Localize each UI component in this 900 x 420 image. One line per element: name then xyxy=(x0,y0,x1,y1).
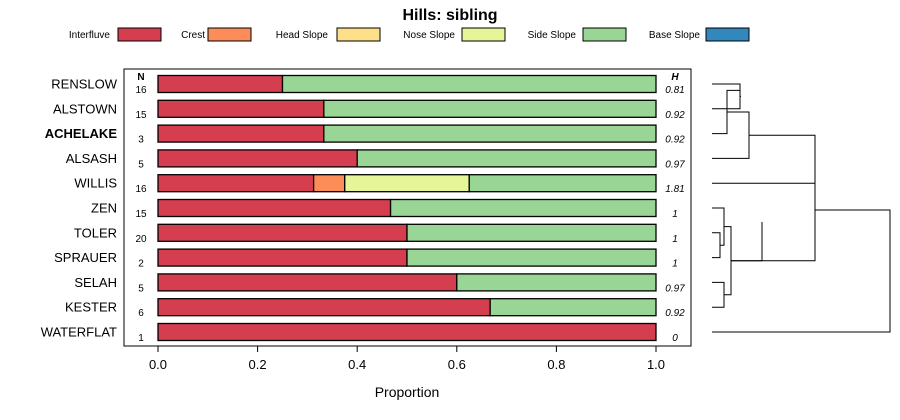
bar-segment xyxy=(468,174,657,193)
dendrogram-branch xyxy=(712,111,750,159)
bar-segment xyxy=(157,248,408,267)
row-n: 16 xyxy=(135,85,147,96)
dendrogram xyxy=(712,83,891,333)
legend: Interfluve Crest Head Slope Nose Slope Side … xyxy=(69,27,750,42)
dendrogram-branch xyxy=(724,226,732,296)
x-tick-label: 1.0 xyxy=(647,357,665,372)
x-tick-label: 0.2 xyxy=(249,357,267,372)
x-tick-label: 0.6 xyxy=(448,357,466,372)
row-n: 15 xyxy=(135,110,147,121)
bar-segment xyxy=(157,74,284,94)
legend-swatch xyxy=(117,27,162,42)
row-label: TOLER xyxy=(74,225,117,240)
row-label: SELAH xyxy=(74,275,117,290)
bar-segment xyxy=(456,273,657,292)
bar-segment xyxy=(356,149,657,168)
bar-segment xyxy=(312,174,346,193)
bar-segment xyxy=(157,99,325,118)
row-label: WATERFLAT xyxy=(41,325,117,340)
row-label: KESTER xyxy=(65,300,117,315)
dendrogram-branch xyxy=(712,207,725,246)
bar-segment xyxy=(406,248,657,267)
row-h: 0.97 xyxy=(665,283,685,294)
dendrogram-branch xyxy=(712,83,741,110)
legend-swatch xyxy=(705,27,750,42)
row-h: 1 xyxy=(672,209,678,220)
bar-segment xyxy=(489,298,657,317)
row-h: 1.81 xyxy=(665,184,684,195)
bar-segment xyxy=(323,99,657,118)
x-tick-label: 0.4 xyxy=(348,357,366,372)
bar-segment xyxy=(157,322,657,342)
row-label: ALSASH xyxy=(66,151,117,166)
row-label: ACHELAKE xyxy=(45,126,118,141)
legend-swatch xyxy=(336,27,381,42)
bar-segment xyxy=(323,124,657,143)
bar-segment xyxy=(406,223,657,242)
row-label: WILLIS xyxy=(74,176,117,191)
dendrogram-branch xyxy=(762,159,816,262)
x-axis-title: Proportion xyxy=(375,384,440,400)
row-n: 2 xyxy=(138,259,144,270)
legend-label: Interfluve xyxy=(69,30,111,41)
row-h: 0.92 xyxy=(665,135,685,146)
dendrogram-branch xyxy=(712,232,721,259)
row-h: 0.92 xyxy=(665,110,685,121)
x-axis: 0.0 0.2 0.4 0.6 0.8 1.0 xyxy=(149,346,665,372)
legend-label: Side Slope xyxy=(528,30,577,41)
bar-segment xyxy=(157,223,408,242)
bar-segment xyxy=(157,174,315,193)
row-n: 16 xyxy=(135,184,147,195)
bar-segment xyxy=(389,198,657,218)
dendrogram-branch xyxy=(712,134,816,184)
legend-label: Crest xyxy=(181,30,205,41)
row-n: 15 xyxy=(135,209,147,220)
row-label: RENSLOW xyxy=(51,77,117,92)
legend-label: Base Slope xyxy=(649,30,701,41)
row-n: 20 xyxy=(135,234,147,245)
row-h: 0.92 xyxy=(665,308,685,319)
row-label: ZEN xyxy=(91,201,117,216)
row-n: 5 xyxy=(138,283,144,294)
row-n: 5 xyxy=(138,159,144,170)
dendrogram-branch xyxy=(712,209,891,333)
dendrogram-branch xyxy=(731,221,763,262)
bar-segment xyxy=(157,273,458,292)
bars xyxy=(157,74,657,342)
row-n: 3 xyxy=(138,135,144,146)
plot-frame xyxy=(123,68,692,347)
row-h: 1 xyxy=(672,259,678,270)
row-h: 0.81 xyxy=(665,85,684,96)
bar-segment xyxy=(157,298,491,317)
dendrogram-branch xyxy=(712,281,725,308)
row-h: 0.97 xyxy=(665,159,685,170)
legend-swatch xyxy=(582,27,627,42)
row-label: ALSTOWN xyxy=(53,101,117,116)
row-n: 1 xyxy=(138,333,144,344)
bar-segment xyxy=(157,198,392,218)
bar-segment xyxy=(281,74,657,94)
row-h: 0 xyxy=(672,333,678,344)
x-tick-label: 0.0 xyxy=(149,357,167,372)
bar-segment xyxy=(157,149,358,168)
legend-swatch xyxy=(461,27,506,42)
row-h: 1 xyxy=(672,234,678,245)
row-n: 6 xyxy=(138,308,144,319)
x-tick-label: 0.8 xyxy=(547,357,565,372)
legend-label: Head Slope xyxy=(276,30,329,41)
bar-segment xyxy=(157,124,325,143)
legend-label: Nose Slope xyxy=(403,30,455,41)
chart-title: Hills: sibling xyxy=(402,7,497,24)
legend-swatch xyxy=(207,27,252,42)
bar-segment xyxy=(344,174,470,193)
row-label: SPRAUER xyxy=(54,250,117,265)
n-header: N xyxy=(137,72,144,83)
h-header: H xyxy=(671,72,679,83)
